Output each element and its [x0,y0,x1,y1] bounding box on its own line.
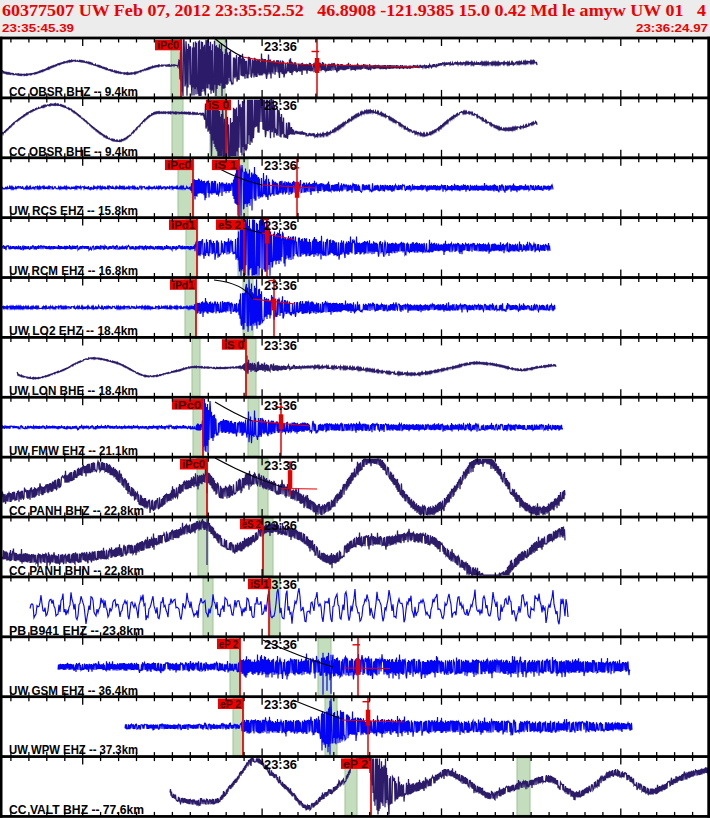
svg-text:iPd1: iPd1 [171,219,195,231]
svg-text:iPc0: iPc0 [157,39,179,51]
svg-text:eP 2: eP 2 [219,638,238,650]
svg-text:iS 1: iS 1 [214,159,237,171]
svg-text:iPc0: iPc0 [182,458,205,470]
svg-text:23:35:45.39: 23:35:45.39 [2,22,74,34]
svg-text:iS 0: iS 0 [224,339,244,351]
svg-text:eS 2: eS 2 [242,518,261,530]
svg-text:eP 2: eP 2 [220,698,241,710]
svg-text:eP 2: eP 2 [343,758,368,770]
svg-text:iPc0: iPc0 [174,399,201,411]
svg-text:iPc0: iPc0 [167,159,191,171]
svg-text:eS 2: eS 2 [218,219,241,231]
svg-text:iS 1: iS 1 [250,578,269,590]
svg-text:60377507 UW Feb 07, 2012 23:35: 60377507 UW Feb 07, 2012 23:35:52.52 46.… [2,0,706,20]
svg-text:23:36:24.97: 23:36:24.97 [636,22,708,34]
